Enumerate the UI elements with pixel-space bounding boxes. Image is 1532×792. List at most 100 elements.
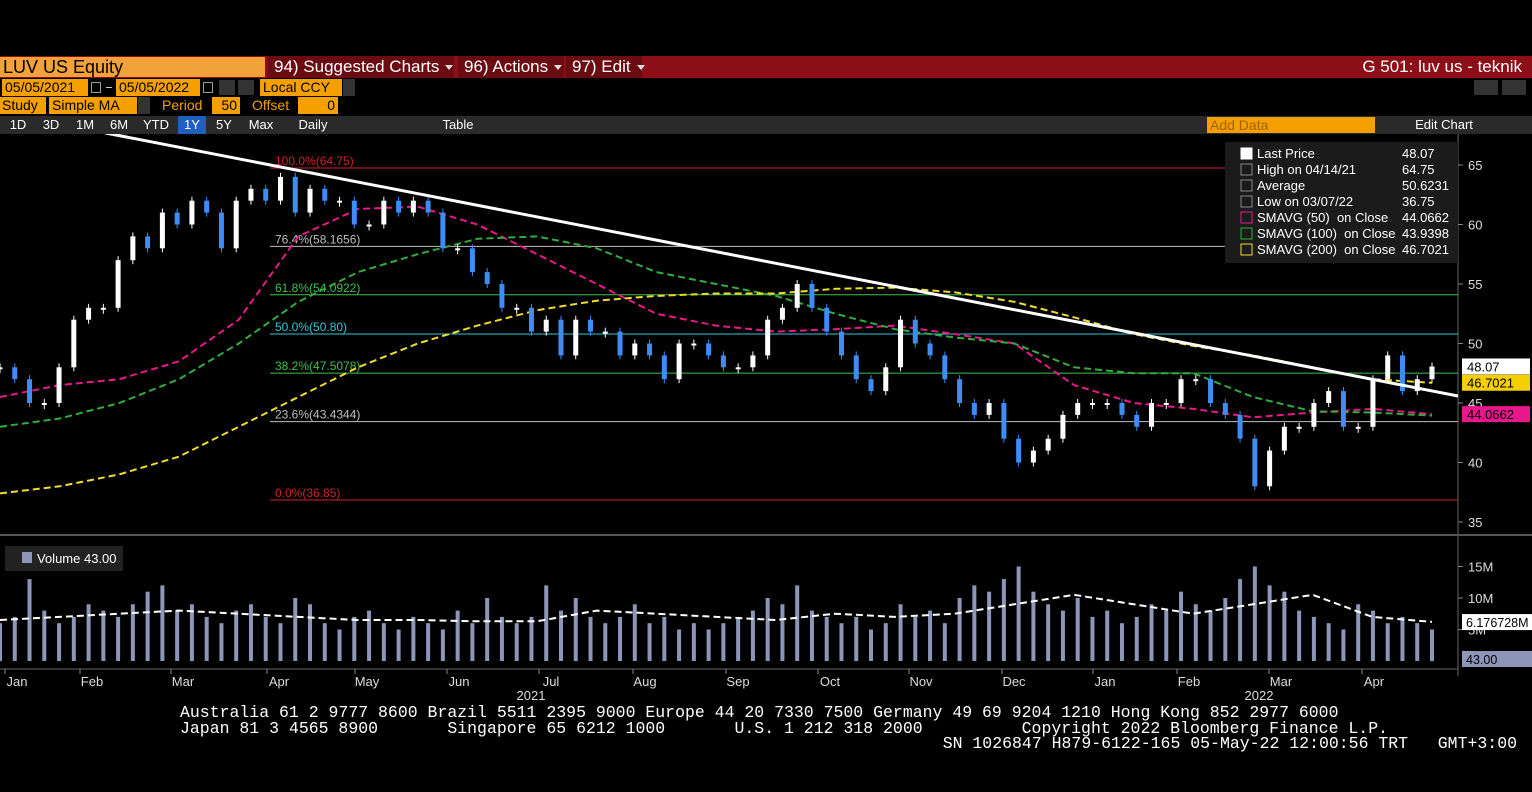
price-tag-label: 48.07 bbox=[1467, 359, 1500, 374]
volume-bar bbox=[1164, 610, 1169, 661]
y-tick-label: 15M bbox=[1468, 559, 1493, 574]
candle bbox=[130, 236, 136, 261]
legend-value: 43.9398 bbox=[1402, 226, 1449, 241]
y-tick-label: 40 bbox=[1468, 456, 1482, 471]
prev-button[interactable] bbox=[219, 80, 235, 95]
candle bbox=[1340, 391, 1346, 427]
fib-label: 23.6%(43.4344) bbox=[275, 408, 360, 422]
range-button[interactable]: YTD bbox=[143, 117, 169, 132]
candle bbox=[573, 319, 579, 356]
y-tick-label: 55 bbox=[1468, 277, 1482, 292]
price-tag-label: 44.0662 bbox=[1467, 407, 1514, 422]
volume-bar bbox=[603, 623, 608, 661]
undo[interactable] bbox=[1474, 80, 1498, 95]
volume-bar bbox=[677, 629, 682, 661]
price-tag bbox=[1462, 358, 1530, 375]
x-tick-label: Sep bbox=[726, 674, 749, 689]
candle bbox=[145, 236, 151, 249]
volume-bar bbox=[1031, 591, 1036, 661]
x-tick-label: Aug bbox=[633, 674, 656, 689]
dropdown[interactable] bbox=[138, 97, 150, 114]
candle bbox=[1281, 426, 1287, 451]
volume-bar bbox=[12, 616, 17, 661]
candle bbox=[1296, 426, 1302, 429]
candle bbox=[396, 200, 402, 213]
y-tick-label: 10M bbox=[1468, 591, 1493, 606]
dash bbox=[106, 87, 112, 88]
calendar-icon[interactable] bbox=[203, 82, 213, 93]
legend-label: Low on 03/07/22 bbox=[1257, 194, 1353, 209]
edit-chart[interactable]: Edit Chart bbox=[1415, 117, 1473, 132]
start-date[interactable]: 05/05/2021 bbox=[2, 79, 88, 96]
volume-average bbox=[0, 593, 1433, 623]
volume-bar bbox=[204, 616, 209, 661]
volume-bar bbox=[145, 591, 150, 661]
volume-bar bbox=[691, 623, 696, 661]
volume-bar bbox=[1149, 604, 1154, 661]
volume-bar bbox=[381, 623, 386, 661]
candle bbox=[440, 212, 446, 249]
candle bbox=[1355, 426, 1361, 429]
volume-bar bbox=[248, 604, 253, 661]
volume-bar bbox=[957, 597, 962, 661]
candle bbox=[942, 355, 948, 380]
page-title: G 501: luv us - teknik bbox=[1362, 57, 1522, 76]
add-data[interactable]: Add Data bbox=[1207, 117, 1375, 133]
volume-bar bbox=[1046, 604, 1051, 661]
candle bbox=[661, 355, 667, 380]
year-label: 2021 bbox=[517, 688, 546, 703]
range-button[interactable]: 1M bbox=[75, 117, 95, 132]
x-tick-label: Jan bbox=[1095, 674, 1116, 689]
candle bbox=[706, 343, 712, 356]
volume-bar bbox=[116, 616, 121, 661]
offset[interactable]: 0 bbox=[298, 97, 338, 114]
range-button[interactable]: 3D bbox=[42, 117, 60, 132]
range-button[interactable]: 5Y bbox=[216, 117, 232, 132]
legend-icon bbox=[1240, 243, 1253, 256]
caret bbox=[554, 65, 563, 71]
legend-label: Last Price bbox=[1257, 146, 1315, 161]
volume-bar bbox=[1267, 585, 1272, 661]
redo[interactable] bbox=[1502, 80, 1526, 95]
end-date[interactable]: 05/05/2022 bbox=[116, 79, 200, 96]
range-button[interactable]: Max bbox=[248, 117, 274, 132]
candle bbox=[71, 319, 77, 368]
footer-line: SN 1026847 H879-6122-165 05-May-22 12:00… bbox=[942, 734, 1517, 753]
volume-bar bbox=[750, 610, 755, 661]
x-tick-label: Oct bbox=[820, 674, 841, 689]
next-button[interactable] bbox=[238, 80, 254, 95]
volume-bar bbox=[71, 616, 76, 661]
footer-line: Japan 81 3 4565 8900 Singapore 65 6212 1… bbox=[180, 719, 1388, 738]
volume-bar bbox=[499, 616, 504, 661]
range-button[interactable]: 6M bbox=[109, 117, 129, 132]
table-button[interactable]: Table bbox=[442, 117, 474, 132]
menu[interactable]: 94) Suggested Charts bbox=[268, 56, 454, 78]
volume-bar bbox=[529, 616, 534, 661]
range-button[interactable]: 1Y bbox=[178, 116, 206, 134]
volume-bar bbox=[1297, 610, 1302, 661]
caret bbox=[636, 65, 645, 71]
volume-bar bbox=[234, 610, 239, 661]
period[interactable]: 50 bbox=[212, 97, 240, 114]
volume-bar bbox=[1400, 616, 1405, 661]
currency[interactable]: Local CCY bbox=[260, 79, 342, 96]
candle bbox=[233, 200, 239, 249]
frequency[interactable]: Daily bbox=[298, 117, 328, 132]
dropdown[interactable] bbox=[343, 79, 355, 96]
legend-value: 50.6231 bbox=[1402, 178, 1449, 193]
study[interactable]: Simple MA bbox=[49, 97, 137, 114]
candle bbox=[27, 379, 33, 403]
volume-bar bbox=[972, 585, 977, 661]
candle bbox=[56, 367, 62, 403]
volume-bar bbox=[1282, 591, 1287, 661]
legend-label: Average bbox=[1257, 178, 1305, 193]
range-button[interactable]: 1D bbox=[9, 117, 27, 132]
volume-bar bbox=[987, 591, 992, 661]
candle bbox=[425, 200, 431, 213]
menu[interactable]: 97) Edit bbox=[566, 56, 645, 78]
volume-bar bbox=[736, 616, 741, 661]
calendar-icon[interactable] bbox=[91, 82, 101, 93]
candle bbox=[1222, 402, 1228, 415]
ticker[interactable]: LUV US Equity bbox=[0, 57, 265, 77]
menu[interactable]: 96) Actions bbox=[458, 56, 564, 78]
